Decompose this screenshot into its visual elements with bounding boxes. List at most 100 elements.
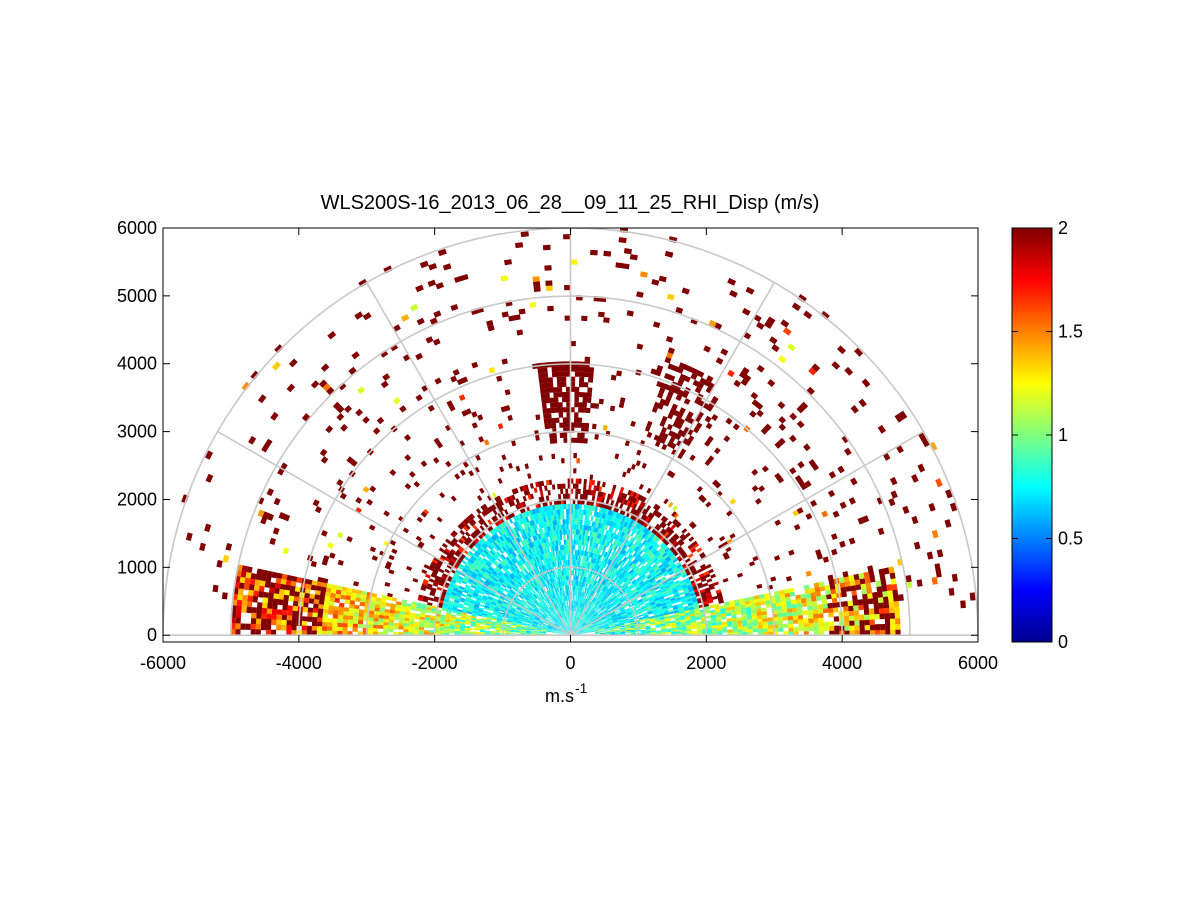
radar-gate (538, 621, 544, 624)
radar-gate (618, 606, 624, 610)
radar-gate (625, 572, 630, 578)
radar-gate (687, 562, 694, 568)
radar-gate (584, 630, 590, 632)
radar-gate (574, 622, 577, 627)
radar-gate (650, 621, 656, 625)
radar-gate (445, 460, 452, 468)
radar-gate (636, 494, 642, 501)
radar-gate (526, 586, 531, 592)
radar-gate (584, 611, 589, 616)
radar-gate (711, 627, 718, 631)
radar-gate (757, 625, 763, 629)
radar-gate (760, 600, 766, 606)
radar-gate (530, 613, 536, 617)
radar-gate (840, 586, 847, 593)
radar-gate (566, 621, 569, 627)
radar-gate (589, 584, 592, 590)
radar-gate (525, 527, 529, 534)
radar-gate (595, 593, 600, 599)
radar-gate (662, 592, 669, 596)
radar-gate (480, 560, 486, 566)
radar-gate (574, 600, 576, 606)
radar-gate (629, 622, 635, 625)
radar-gate (594, 599, 599, 604)
radar-gate (579, 371, 585, 377)
radar-gate (527, 532, 531, 538)
radar-gate (609, 572, 614, 578)
radar-gate (568, 615, 570, 621)
radar-gate (473, 552, 480, 558)
radar-gate (521, 564, 526, 570)
radar-gate (579, 631, 585, 633)
radar-gate (546, 618, 551, 622)
radar-gate (521, 485, 527, 491)
radar-gate (554, 623, 560, 627)
radar-gate (579, 586, 581, 592)
radar-gate (640, 605, 646, 609)
radar-gate (492, 541, 498, 547)
radar-gate (656, 569, 662, 575)
radar-gate (619, 581, 624, 586)
radar-gate (783, 623, 789, 628)
radar-gate (704, 440, 711, 447)
radar-gate (561, 514, 565, 520)
radar-gate (574, 575, 576, 581)
radar-gate (582, 616, 587, 621)
radar-gate (561, 371, 567, 377)
radar-gate (563, 611, 566, 617)
radar-gate (563, 493, 566, 499)
radar-gate (639, 581, 645, 587)
radar-gate (596, 594, 601, 600)
radar-gate (587, 606, 591, 612)
radar-gate (532, 557, 537, 563)
radar-gate (655, 552, 661, 558)
radar-gate (552, 433, 557, 439)
radar-gate (625, 565, 630, 571)
radar-gate (603, 540, 607, 546)
radar-gate (577, 437, 581, 444)
radar-gate (566, 600, 568, 606)
radar-gate (506, 531, 511, 537)
radar-gate (481, 551, 487, 557)
radar-gate (663, 498, 669, 505)
radar-gate (671, 587, 678, 592)
radar-gate (614, 626, 620, 629)
radar-gate (774, 519, 782, 526)
radar-gate (865, 582, 872, 589)
radar-gate (595, 616, 600, 620)
radar-gate (338, 382, 347, 391)
radar-gate (634, 560, 640, 566)
radar-gate (502, 521, 508, 528)
radar-gate (516, 567, 521, 573)
radar-gate (858, 398, 867, 408)
radar-gate (646, 431, 653, 438)
radar-gate (544, 611, 549, 616)
radar-gate (423, 564, 430, 570)
radar-gate (622, 544, 627, 550)
radar-gate (549, 607, 554, 612)
radar-gate (601, 616, 606, 620)
radar-gate (515, 526, 520, 532)
radar-gate (596, 608, 601, 613)
radar-gate (756, 611, 762, 616)
radar-gate (598, 595, 602, 601)
radar-gate (629, 570, 635, 575)
radar-gate (541, 554, 545, 560)
radar-gate (611, 567, 616, 573)
radar-gate (503, 580, 509, 585)
radar-gate (578, 591, 580, 597)
radar-gate (666, 520, 673, 527)
radar-gate (566, 600, 568, 606)
radar-gate (586, 613, 591, 618)
radar-gate (653, 536, 659, 542)
radar-gate (628, 593, 634, 597)
radar-gate (547, 579, 550, 585)
radar-gate (884, 618, 891, 625)
radar-gate (694, 386, 702, 394)
radar-gate (564, 524, 567, 530)
radar-gate (879, 613, 885, 620)
radar-gate (615, 611, 621, 615)
radar-gate (628, 575, 634, 581)
radar-gate (660, 623, 666, 626)
radar-gate (561, 458, 565, 464)
